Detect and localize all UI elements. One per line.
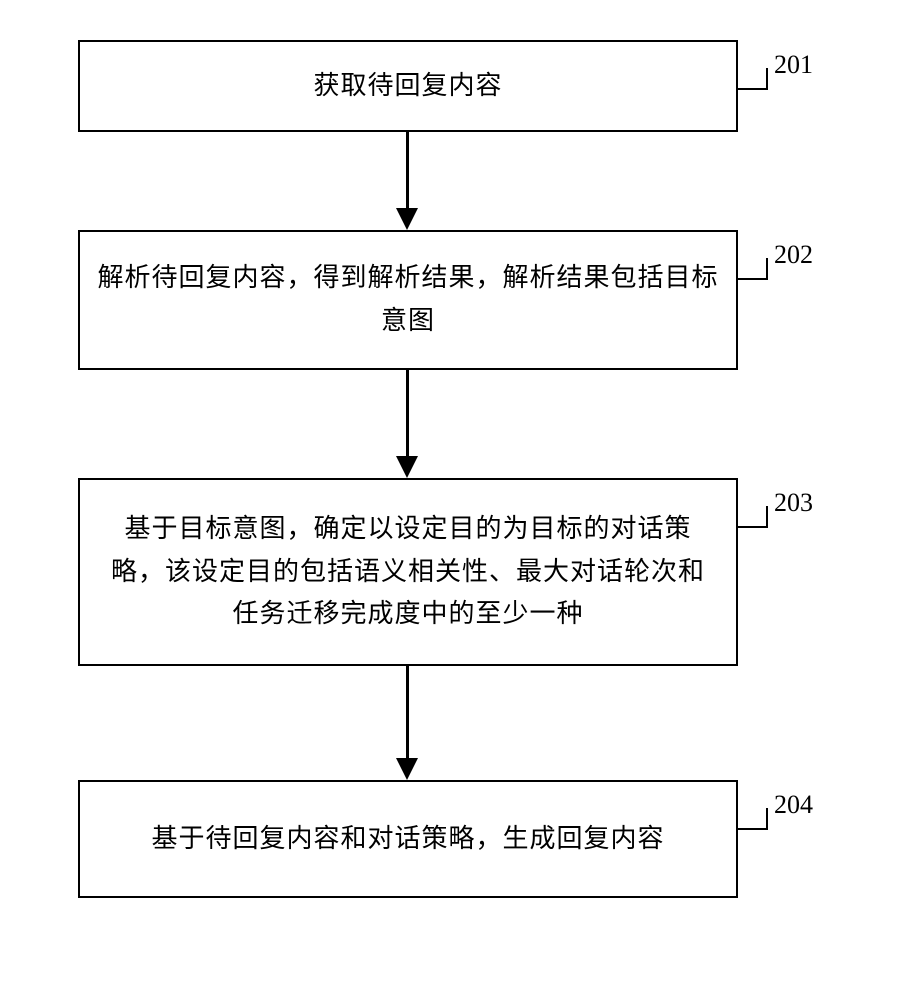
step-203-label-hook [738,506,768,528]
step-203-text: 基于目标意图，确定以设定目的为目标的对话策略，该设定目的包括语义相关性、最大对话… [80,508,736,637]
step-202-text: 解析待回复内容，得到解析结果，解析结果包括目标意图 [80,257,736,343]
arrow-202-203-line [406,370,409,456]
flowchart-canvas: 获取待回复内容 201 解析待回复内容，得到解析结果，解析结果包括目标意图 20… [0,0,900,1000]
arrow-203-204-line [406,666,409,758]
arrow-201-202-head [396,208,418,230]
step-201-box: 获取待回复内容 [78,40,738,132]
step-204-text: 基于待回复内容和对话策略，生成回复内容 [141,818,674,861]
step-201-label: 201 [774,50,813,80]
step-202-box: 解析待回复内容，得到解析结果，解析结果包括目标意图 [78,230,738,370]
arrow-201-202-line [406,132,409,208]
step-203-label: 203 [774,488,813,518]
step-201-label-hook [738,68,768,90]
step-202-label-hook [738,258,768,280]
arrow-202-203-head [396,456,418,478]
step-204-box: 基于待回复内容和对话策略，生成回复内容 [78,780,738,898]
step-202-label: 202 [774,240,813,270]
step-204-label: 204 [774,790,813,820]
step-203-box: 基于目标意图，确定以设定目的为目标的对话策略，该设定目的包括语义相关性、最大对话… [78,478,738,666]
step-201-text: 获取待回复内容 [303,65,512,108]
arrow-203-204-head [396,758,418,780]
step-204-label-hook [738,808,768,830]
